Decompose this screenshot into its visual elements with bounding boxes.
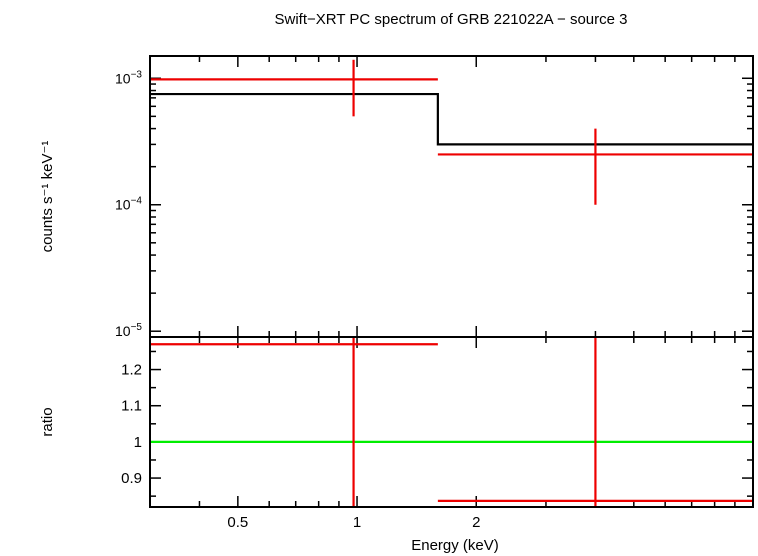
y-axis-label-spectrum: counts s⁻¹ keV⁻¹: [39, 141, 56, 253]
ratio-panel: 0.9 1 1.1 1.2 0.5 1 2: [121, 336, 754, 531]
y-tick-label: 1.2: [121, 362, 142, 379]
chart-title: Swift−XRT PC spectrum of GRB 221022A − s…: [275, 11, 628, 28]
y-tick-label: 0.9: [121, 470, 142, 487]
y-tick-label: 10−5: [115, 322, 142, 339]
y-tick-label: 1.1: [121, 398, 142, 415]
y-axis-label-ratio: ratio: [39, 407, 56, 436]
model-step-line: [150, 92, 753, 146]
y-tick-label: 1: [134, 434, 142, 451]
spectrum-frame: [149, 55, 754, 338]
x-tick-label: 1: [353, 514, 361, 531]
spectrum-panel: 10−3 10−4 10−5: [115, 55, 754, 339]
x-tick-label: 0.5: [227, 514, 248, 531]
y-tick-label: 10−3: [115, 69, 142, 86]
ratio-frame: [149, 336, 754, 508]
y-tick-label: 10−4: [115, 196, 142, 213]
x-axis-label: Energy (keV): [411, 537, 499, 554]
x-tick-label: 2: [472, 514, 480, 531]
